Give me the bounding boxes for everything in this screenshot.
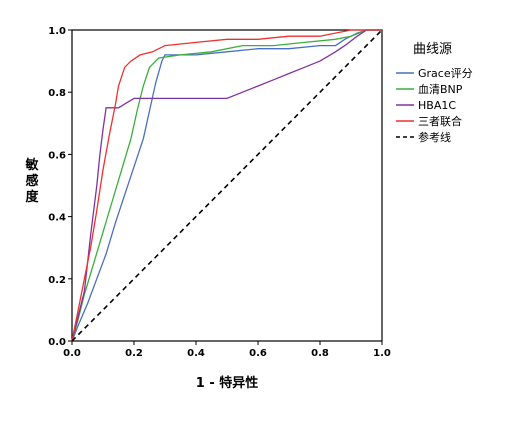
y-tick-label: 0.0 — [48, 337, 66, 348]
legend-label-3: 三者联合 — [418, 114, 462, 128]
x-tick-label: 0.0 — [63, 348, 81, 359]
series-line-4 — [71, 29, 383, 342]
x-axis-label: 1 - 特异性 — [196, 375, 259, 391]
series-line-0 — [71, 29, 382, 342]
legend-label-4: 参考线 — [418, 130, 451, 144]
legend-label-2: HBA1C — [418, 99, 456, 112]
plot-frame — [71, 29, 383, 342]
x-tick-label: 0.4 — [187, 348, 205, 359]
x-tick-label: 1.0 — [373, 348, 391, 359]
legend-label-1: 血清BNP — [418, 82, 463, 96]
series-lines — [71, 29, 383, 342]
x-tick-label: 0.2 — [125, 348, 143, 359]
legend-title: 曲线源 — [413, 42, 452, 57]
series-line-2 — [71, 29, 382, 342]
y-tick-label: 1.0 — [48, 26, 66, 37]
series-line-1 — [71, 29, 382, 342]
legend-label-0: Grace评分 — [418, 67, 473, 80]
series-line-3 — [71, 29, 382, 342]
axis-ticks: 0.0 0.2 0.4 0.6 0.8 1.0 0.0 0.2 0.4 0.6 0.8 1.0 — [48, 26, 391, 359]
x-tick-label: 0.8 — [311, 348, 329, 359]
y-tick-label: 0.2 — [48, 275, 66, 286]
y-tick-label: 0.4 — [48, 213, 66, 224]
y-tick-label: 0.6 — [48, 150, 66, 161]
y-axis-label: 敏感度 — [24, 157, 39, 205]
y-tick-label: 0.8 — [48, 88, 66, 99]
x-tick-label: 0.6 — [249, 348, 267, 359]
